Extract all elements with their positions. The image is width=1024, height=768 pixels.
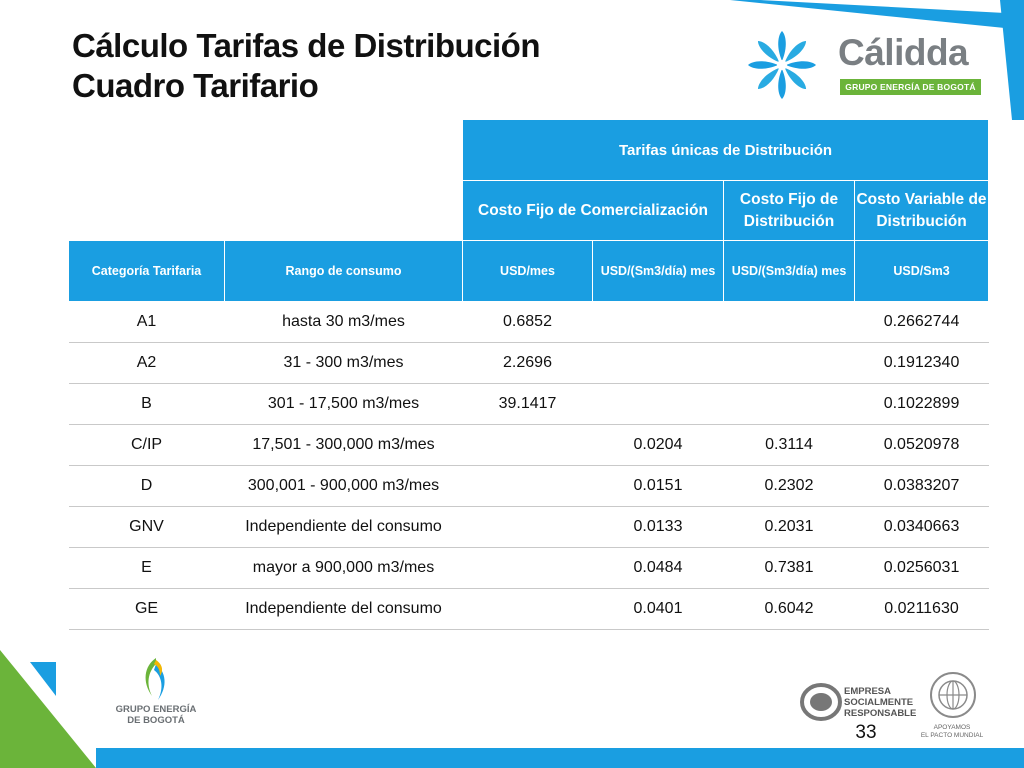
page-number: 33 (855, 722, 877, 743)
esr-line-2: SOCIALMENTE (844, 697, 914, 708)
cell-fixed-distribution: 0.7381 (723, 547, 855, 589)
cell-variable-distribution: 0.0256031 (854, 547, 989, 589)
calidda-wordmark: Cálidda (838, 32, 969, 73)
cell-category: GE (68, 588, 225, 630)
cell-fixed-commercialization (592, 383, 724, 425)
cell-category: C/IP (68, 424, 225, 466)
group-header: Tarifas únicas de Distribución (461, 119, 990, 181)
cell-variable-distribution: 0.1912340 (854, 342, 989, 384)
cell-variable-distribution: 0.0383207 (854, 465, 989, 507)
esr-line-3: RESPONSABLE (844, 708, 917, 719)
cell-fixed-commercialization: 0.0401 (592, 588, 724, 630)
cell-range: 17,501 - 300,000 m3/mes (224, 424, 463, 466)
table-row: E mayor a 900,000 m3/mes 0.0484 0.7381 0… (68, 547, 989, 589)
table-row: A1 hasta 30 m3/mes 0.6852 0.2662744 (68, 301, 989, 343)
geb-logo: GRUPO ENERGÍA DE BOGOTÁ (106, 656, 206, 730)
cell-usd-mes (462, 506, 593, 548)
table-row: C/IP 17,501 - 300,000 m3/mes 0.0204 0.31… (68, 424, 989, 466)
cell-range: 300,001 - 900,000 m3/mes (224, 465, 463, 507)
tariff-table: Tarifas únicas de Distribución Costo Fij… (68, 119, 990, 630)
title-line-2: Cuadro Tarifario (72, 67, 319, 104)
cell-variable-distribution: 0.1022899 (854, 383, 989, 425)
pacto-line-2: EL PACTO MUNDIAL (920, 732, 984, 739)
subheader-fixed-commercialization: Costo Fijo de Comercialización (462, 180, 724, 241)
top-right-stripe (730, 0, 1024, 120)
cell-range: Independiente del consumo (224, 588, 463, 630)
column-header-usd-mes: USD/mes (462, 240, 593, 302)
subheader-variable-distribution: Costo Variable de Distribución (853, 180, 990, 241)
column-header-usd-sm3-dia-2: USD/(Sm3/día) mes (723, 240, 855, 302)
cell-variable-distribution: 0.0211630 (854, 588, 989, 630)
cell-usd-mes (462, 465, 593, 507)
column-header-category: Categoría Tarifaria (68, 240, 225, 302)
cell-usd-mes: 2.2696 (462, 342, 593, 384)
cell-usd-mes (462, 588, 593, 630)
table-row: B 301 - 17,500 m3/mes 39.1417 0.1022899 (68, 383, 989, 425)
global-compact-globe-icon (930, 672, 976, 718)
cell-fixed-distribution: 0.2031 (723, 506, 855, 548)
column-header-usd-sm3-dia-1: USD/(Sm3/día) mes (592, 240, 724, 302)
cell-category: B (68, 383, 225, 425)
bottom-left-triangle (0, 650, 96, 768)
table-row: D 300,001 - 900,000 m3/mes 0.0151 0.2302… (68, 465, 989, 507)
geb-line-1: GRUPO ENERGÍA (115, 704, 197, 715)
cell-variable-distribution: 0.2662744 (854, 301, 989, 343)
cell-category: E (68, 547, 225, 589)
esr-line-1: EMPRESA (844, 686, 891, 697)
cell-fixed-commercialization: 0.0484 (592, 547, 724, 589)
calidda-flower-icon (748, 31, 816, 99)
cell-fixed-distribution (723, 301, 855, 343)
cell-category: D (68, 465, 225, 507)
cell-category: A2 (68, 342, 225, 384)
calidda-logo: Cálidda GRUPO ENERGÍA DE BOGOTÁ (742, 26, 987, 104)
geb-swirl-icon (145, 658, 165, 700)
cell-fixed-distribution: 0.2302 (723, 465, 855, 507)
cell-variable-distribution: 0.0340663 (854, 506, 989, 548)
table-row: GNV Independiente del consumo 0.0133 0.2… (68, 506, 989, 548)
cell-range: hasta 30 m3/mes (224, 301, 463, 343)
pacto-line-1: APOYAMOS (933, 724, 971, 731)
cell-fixed-commercialization (592, 342, 724, 384)
cell-variable-distribution: 0.0520978 (854, 424, 989, 466)
subheader-fixed-distribution: Costo Fijo de Distribución (723, 180, 855, 241)
cell-fixed-distribution (723, 383, 855, 425)
page-title: Cálculo Tarifas de Distribución Cuadro T… (72, 26, 540, 106)
cell-usd-mes (462, 547, 593, 589)
pacto-caption: APOYAMOS EL PACTO MUNDIAL (914, 724, 990, 740)
title-line-1: Cálculo Tarifas de Distribución (72, 27, 540, 64)
esr-name: EMPRESA SOCIALMENTE RESPONSABLE (844, 686, 916, 719)
esr-badge-icon (800, 683, 842, 721)
global-compact-logo: APOYAMOS EL PACTO MUNDIAL (920, 668, 984, 740)
cell-range: 301 - 17,500 m3/mes (224, 383, 463, 425)
table-row: GE Independiente del consumo 0.0401 0.60… (68, 588, 989, 630)
bottom-blue-bar (96, 748, 1024, 768)
table-row: A2 31 - 300 m3/mes 2.2696 0.1912340 (68, 342, 989, 384)
cell-usd-mes: 39.1417 (462, 383, 593, 425)
cell-fixed-commercialization: 0.0204 (592, 424, 724, 466)
cell-fixed-commercialization (592, 301, 724, 343)
cell-range: Independiente del consumo (224, 506, 463, 548)
cell-fixed-distribution: 0.3114 (723, 424, 855, 466)
geb-line-2: DE BOGOTÁ (127, 715, 185, 726)
cell-fixed-commercialization: 0.0133 (592, 506, 724, 548)
cell-range: 31 - 300 m3/mes (224, 342, 463, 384)
esr-logo: EMPRESA SOCIALMENTE RESPONSABLE (800, 680, 916, 726)
cell-usd-mes (462, 424, 593, 466)
cell-category: A1 (68, 301, 225, 343)
cell-fixed-distribution (723, 342, 855, 384)
calidda-subtitle: GRUPO ENERGÍA DE BOGOTÁ (840, 79, 981, 95)
column-header-usd-sm3: USD/Sm3 (853, 240, 990, 302)
blank-header-area (68, 119, 463, 241)
column-header-range: Rango de consumo (224, 240, 463, 302)
geb-name: GRUPO ENERGÍA DE BOGOTÁ (108, 704, 204, 726)
cell-usd-mes: 0.6852 (462, 301, 593, 343)
cell-category: GNV (68, 506, 225, 548)
cell-range: mayor a 900,000 m3/mes (224, 547, 463, 589)
cell-fixed-commercialization: 0.0151 (592, 465, 724, 507)
cell-fixed-distribution: 0.6042 (723, 588, 855, 630)
